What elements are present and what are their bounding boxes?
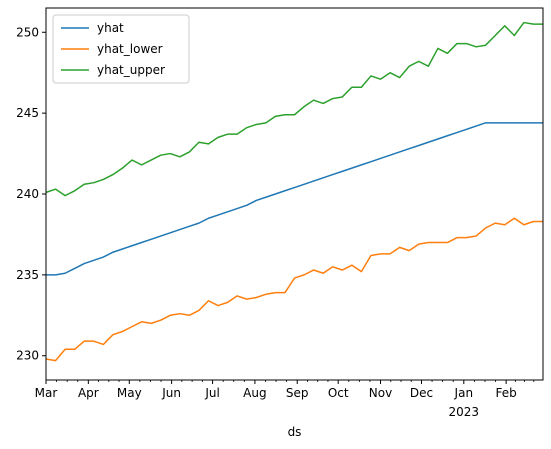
legend-label-yhat_lower: yhat_lower: [97, 42, 163, 56]
x-tick-label: Mar: [35, 386, 58, 400]
x-tick-sublabel: 2023: [449, 405, 480, 419]
x-tick-label: May: [117, 386, 142, 400]
series-line-yhat: [46, 122, 543, 276]
x-tick-label: Jul: [204, 386, 219, 400]
legend-label-yhat_upper: yhat_upper: [97, 63, 165, 77]
series-layer: [45, 21, 543, 362]
x-tick-label: Dec: [410, 386, 433, 400]
y-tick-label: 230: [16, 349, 39, 363]
x-tick-label: Feb: [496, 386, 517, 400]
series-line-yhat_upper: [45, 21, 543, 197]
x-tick-label: Nov: [369, 386, 392, 400]
legend-label-yhat: yhat: [97, 21, 124, 35]
x-tick-label: Aug: [243, 386, 266, 400]
series-line-yhat_lower: [45, 217, 543, 362]
plot-frame: [45, 7, 544, 381]
y-tick-label: 235: [16, 268, 39, 282]
legend: yhat yhat_lower yhat_upper: [52, 14, 190, 84]
y-axis: 230 235 240 245 250: [16, 25, 46, 363]
x-tick-label: Jan: [454, 386, 474, 400]
x-axis: Mar Apr May Jun Jul Aug Sep Oct Nov Dec Jan 2023 Feb: [35, 380, 535, 419]
y-tick-label: 250: [16, 25, 39, 39]
x-axis-title: ds: [288, 425, 302, 439]
x-tick-label: Jun: [161, 386, 181, 400]
y-tick-label: 245: [16, 106, 39, 120]
y-tick-label: 240: [16, 187, 39, 201]
x-tick-label: Sep: [286, 386, 309, 400]
x-tick-label: Apr: [78, 386, 99, 400]
x-tick-label: Oct: [328, 386, 349, 400]
legend-box: [52, 14, 190, 84]
